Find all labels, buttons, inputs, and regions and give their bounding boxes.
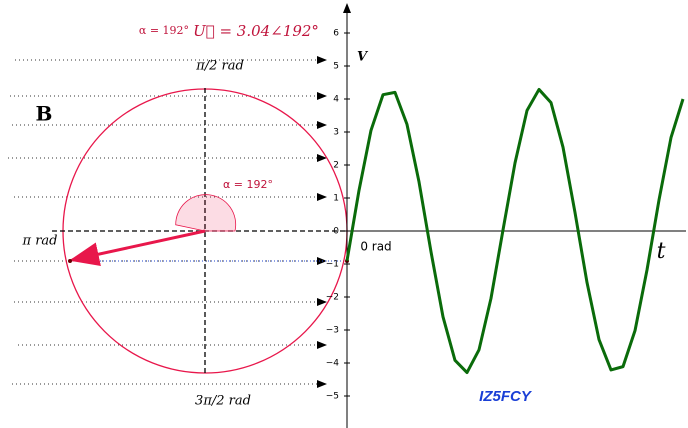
origin-label: 0 rad	[360, 240, 391, 254]
y-tick-label: 1	[333, 194, 339, 204]
phasor-diagram: α = 192° U⃗ = 3.04∠192° π/2 rad B π rad …	[22, 22, 533, 409]
y-tick-label: 5	[333, 62, 339, 72]
y-tick-label: −2	[326, 293, 339, 303]
y-tick-label: 3	[333, 128, 339, 138]
y-tick-label: 4	[333, 95, 339, 105]
label-bottom: 3π/2 rad	[195, 394, 251, 409]
alpha-top: α = 192°	[139, 24, 189, 37]
watermark: IZ5FCY	[479, 388, 533, 405]
phasor-label: U⃗ = 3.04∠192°	[193, 22, 319, 40]
y-tick-label: 2	[333, 161, 339, 171]
y-tick-label: −5	[326, 392, 339, 402]
y-tick-label: 6	[333, 29, 339, 39]
y-axis-label: V	[357, 50, 369, 65]
sine-curve	[345, 87, 685, 375]
y-tick-label: −1	[326, 260, 339, 270]
y-tick-label: −3	[326, 326, 339, 336]
label-top: π/2 rad	[195, 59, 244, 74]
sine-plot: V t 0 rad −5 −4 −3 −2 −1 0 1 2 3 4 5 6	[326, 3, 686, 428]
y-tick-label: 0	[333, 227, 339, 237]
panel-label: B	[36, 102, 53, 126]
alpha-arc: α = 192°	[223, 178, 273, 191]
label-left: π rad	[22, 234, 58, 249]
y-tick-label: −4	[326, 359, 340, 369]
x-axis-label: t	[657, 239, 666, 264]
